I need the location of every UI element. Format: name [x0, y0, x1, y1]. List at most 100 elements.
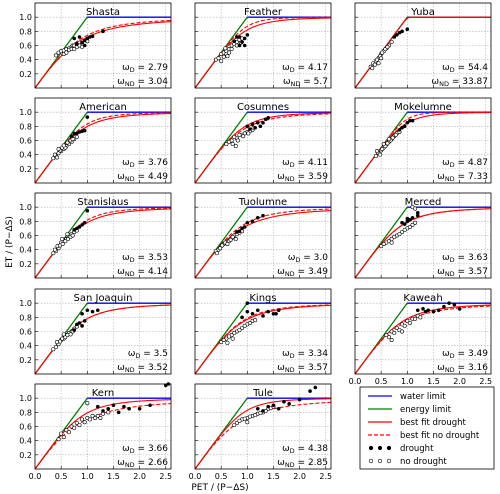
x-tick-label: 2.0 — [293, 472, 306, 481]
x-tick-label: 2.5 — [479, 377, 492, 386]
no-drought-point — [241, 134, 246, 139]
no-drought-point — [407, 320, 412, 325]
no-drought-point — [385, 44, 390, 49]
drought-point — [415, 211, 420, 215]
drought-point — [75, 42, 79, 46]
y-tick-label: 0.2 — [19, 451, 32, 460]
no-drought-point — [67, 430, 72, 435]
no-drought-point — [65, 140, 70, 145]
no-drought-point — [253, 413, 258, 418]
drought-point — [457, 307, 462, 311]
omega-d-label: ωD = 3.49 — [442, 349, 488, 360]
drought-point — [82, 128, 87, 133]
no-drought-point — [52, 152, 57, 157]
x-tick-label: 1.0 — [241, 472, 254, 481]
x-tick-label: 2.5 — [159, 472, 172, 481]
panel-tule: Tule ωD = 4.38 ωND = 2.85 0.0 0.5 1.0 1.5 2.0 2.… — [189, 383, 332, 481]
panel-title: Tuolumne — [238, 197, 287, 208]
no-drought-point — [225, 340, 230, 345]
drought-point — [111, 403, 116, 408]
no-drought-point — [65, 237, 70, 242]
drought-point — [392, 35, 397, 39]
no-drought-point — [386, 137, 391, 142]
no-drought-point — [258, 411, 263, 416]
drought-point — [266, 404, 271, 409]
no-drought-point — [418, 315, 423, 320]
no-drought-point — [381, 242, 386, 247]
no-drought-point — [390, 135, 395, 140]
panel-title: Cosumnes — [237, 102, 289, 113]
omega-nd-label: ωND = 7.33 — [437, 172, 488, 183]
drought-point — [85, 208, 90, 213]
drought-point — [242, 36, 247, 41]
no-drought-point — [87, 417, 92, 422]
drought-point — [395, 33, 399, 37]
no-drought-point — [61, 143, 66, 148]
drought-point — [253, 125, 257, 130]
no-drought-point — [65, 333, 70, 338]
panel-title: Merced — [405, 197, 442, 208]
drought-point — [410, 118, 415, 123]
legend-swatch-dot — [368, 458, 374, 464]
no-drought-point — [56, 437, 61, 442]
drought-point — [255, 215, 260, 220]
no-drought-point — [51, 251, 56, 256]
y-tick-label: 0.4 — [19, 151, 32, 160]
panel-kern: Kern ωD = 3.66 ωND = 2.66 0.2 0.4 0.6 0.8 1.0 0.… — [19, 382, 172, 481]
drought-point — [431, 309, 436, 314]
no-drought-point — [378, 152, 383, 157]
x-tick-label: 0.5 — [55, 472, 68, 481]
no-drought-point — [230, 234, 235, 239]
omega-nd-label: ωND = 4.14 — [117, 267, 168, 278]
omega-nd-label: ωND = 3.59 — [277, 172, 328, 183]
drought-point — [415, 308, 420, 313]
drought-point — [77, 35, 82, 39]
x-tick-label: 0.5 — [215, 472, 228, 481]
drought-point — [237, 229, 242, 234]
no-drought-point — [214, 251, 219, 256]
no-drought-point — [219, 59, 224, 64]
drought-point — [116, 410, 121, 415]
omega-nd-label: ωND = 3.52 — [117, 363, 168, 374]
panel-shasta: Shasta ωD = 2.79 ωND = 3.04 0.2 0.4 0.6 0.8 1.0 — [19, 2, 172, 89]
legend-swatch-dot — [368, 445, 374, 451]
fit-no-drought-curve — [194, 113, 332, 184]
no-drought-point — [223, 46, 228, 51]
no-drought-point — [74, 420, 79, 425]
legend-swatch-dot — [377, 445, 383, 451]
no-drought-point — [232, 134, 237, 139]
no-drought-point — [240, 325, 245, 330]
no-drought-point — [374, 57, 379, 62]
drought-point — [80, 223, 84, 227]
panel-kaweah: Kaweah ωD = 3.49 ωND = 3.16 0.0 0.5 1.0 1.5 2.0… — [349, 288, 492, 386]
fit-drought-curve — [194, 398, 332, 470]
omega-d-label: ωD = 3.53 — [122, 253, 168, 264]
drought-point — [282, 399, 286, 404]
legend-item: water limit — [368, 392, 446, 402]
y-tick-label: 0.4 — [19, 342, 32, 351]
no-drought-point — [389, 337, 394, 342]
no-drought-point — [228, 237, 233, 242]
drought-point — [266, 309, 271, 314]
no-drought-point — [220, 243, 225, 248]
drought-point — [72, 36, 77, 41]
drought-point — [410, 215, 415, 220]
no-drought-point — [82, 420, 87, 425]
panel-san-joaquin: San Joaquin ωD = 3.5 ωND = 3.52 0.2 0.4 0.6 0.… — [19, 288, 172, 375]
legend-label: best fit no drought — [400, 431, 480, 441]
y-tick-label: 0.8 — [19, 408, 32, 417]
drought-point — [75, 226, 79, 231]
x-tick-label: 1.0 — [401, 377, 414, 386]
drought-point — [80, 324, 84, 328]
no-drought-point — [253, 318, 258, 323]
panel-title: San Joaquin — [74, 293, 133, 304]
drought-point — [245, 301, 250, 305]
drought-point — [237, 35, 242, 39]
no-drought-point — [60, 242, 65, 247]
drought-point — [245, 33, 250, 37]
no-drought-point — [397, 232, 402, 237]
drought-point — [101, 29, 105, 34]
no-drought-point — [51, 156, 56, 161]
drought-point — [90, 34, 95, 39]
fit-no-drought-curve — [354, 305, 492, 375]
